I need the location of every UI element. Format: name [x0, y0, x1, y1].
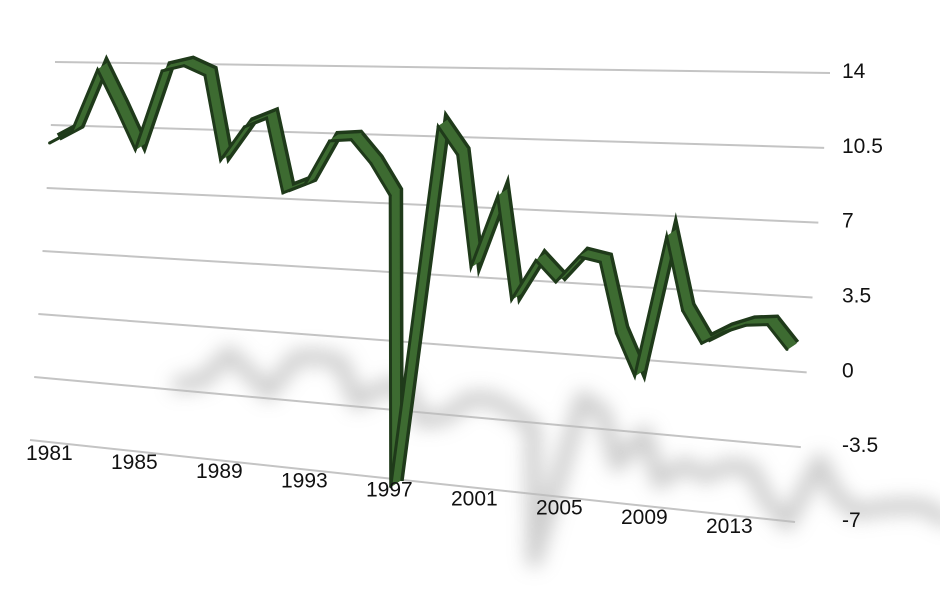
y-tick-label: 10.5: [842, 135, 883, 158]
x-tick-label: 1985: [111, 451, 158, 474]
x-tick-label: 1981: [26, 442, 73, 465]
data-point: [469, 265, 473, 269]
data-point: [456, 153, 460, 157]
data-point: [242, 125, 246, 129]
data-point: [744, 323, 748, 327]
x-tick-label: 2005: [536, 497, 583, 520]
x-tick-label: 2013: [706, 515, 753, 538]
data-point: [70, 129, 74, 133]
y-axis-ticks: 14 10.5 7 3.5 0 -3.5 -7: [842, 60, 883, 532]
y-tick-label: 0: [842, 359, 854, 382]
data-point: [219, 158, 223, 162]
x-tick-label: 1993: [281, 469, 328, 492]
data-point: [665, 235, 669, 239]
gridline: [38, 313, 807, 374]
data-point: [133, 148, 137, 152]
series-line-front: [48, 64, 789, 487]
data-point: [554, 280, 558, 284]
data-point: [182, 64, 186, 68]
data-point: [349, 138, 353, 142]
data-point: [765, 323, 769, 327]
y-tick-label: -3.5: [842, 434, 878, 457]
data-point: [96, 68, 100, 72]
data-point: [577, 255, 581, 259]
data-point: [436, 125, 440, 129]
data-point: [785, 347, 789, 351]
data-point: [265, 116, 269, 120]
x-axis-ticks: 1981 1985 1989 1993 1997 2001 2005 2009 2013: [26, 442, 753, 538]
data-point: [681, 309, 685, 313]
data-point: [389, 485, 393, 489]
data-point: [598, 260, 602, 264]
data-point: [369, 162, 373, 166]
y-tick-label: 3.5: [842, 285, 871, 308]
data-point: [700, 341, 704, 345]
data-point: [633, 374, 637, 378]
data-point: [160, 69, 164, 73]
series-line: [48, 54, 800, 489]
series-shadow: [171, 345, 940, 568]
data-point: [722, 330, 726, 334]
x-tick-label: 1989: [196, 460, 243, 483]
data-point: [281, 191, 285, 195]
data-point: [388, 194, 392, 198]
data-point: [303, 182, 307, 186]
data-point: [534, 259, 538, 262]
x-tick-label: 1997: [366, 478, 413, 501]
y-tick-label: 7: [842, 210, 854, 233]
y-tick-label: 14: [842, 60, 866, 83]
data-point: [115, 107, 118, 111]
x-tick-label: 2001: [451, 488, 498, 511]
data-point: [48, 141, 52, 145]
data-point: [510, 298, 514, 301]
data-point: [496, 194, 500, 198]
gridline: [29, 439, 796, 523]
y-tick-label: -7: [842, 509, 861, 532]
data-point: [614, 331, 618, 335]
line-shadow: [171, 345, 940, 568]
data-point: [203, 73, 207, 77]
data-point: [328, 139, 331, 143]
x-tick-label: 2009: [621, 506, 668, 529]
